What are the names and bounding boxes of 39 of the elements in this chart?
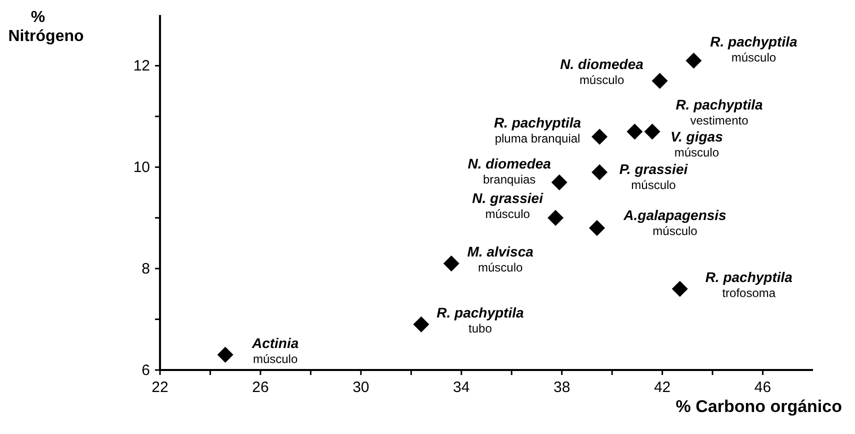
point bbox=[686, 52, 702, 69]
annotation: P. grassiei músculo bbox=[619, 161, 689, 192]
x-tick-label: 22 bbox=[152, 379, 168, 396]
x-tick-label: 30 bbox=[352, 379, 370, 396]
annotation: N. grassiei músculo bbox=[472, 190, 544, 221]
point bbox=[626, 124, 643, 140]
y-tick-label: 12 bbox=[133, 58, 150, 75]
y-tick-label: 6 bbox=[142, 362, 150, 379]
point bbox=[652, 72, 668, 89]
point bbox=[217, 346, 234, 363]
y-tick-label: 8 bbox=[142, 260, 150, 278]
annotation: V. gigas músculo bbox=[670, 128, 724, 160]
x-tick-label: 34 bbox=[453, 379, 470, 396]
point bbox=[592, 164, 608, 180]
x-tick-label: 38 bbox=[554, 379, 570, 396]
point bbox=[672, 280, 688, 297]
point bbox=[589, 220, 606, 236]
annotation: R. pachyptila tubo bbox=[436, 304, 524, 336]
annotation: N. diomedea branquias bbox=[468, 155, 552, 186]
annotation: R. pachyptila trofosoma bbox=[705, 268, 793, 300]
annotation: A.galapagensis músculo bbox=[622, 207, 727, 238]
annotation: N. diomedea músculo bbox=[560, 56, 644, 87]
annotation: R. pachyptila músculo bbox=[710, 34, 798, 65]
x-tick-label: 46 bbox=[754, 379, 772, 396]
point bbox=[443, 256, 460, 272]
x-tick-label: 26 bbox=[252, 379, 269, 396]
annotation: M. alvisca músculo bbox=[467, 244, 534, 274]
point bbox=[644, 124, 660, 140]
annotation: R. pachyptila vestimento bbox=[676, 96, 764, 128]
annotation: Actinia músculo bbox=[250, 334, 299, 366]
x-tick-label: 42 bbox=[654, 379, 671, 396]
point bbox=[548, 210, 564, 226]
point bbox=[413, 316, 430, 332]
point bbox=[551, 174, 568, 190]
annotation: R. pachyptila pluma branquial bbox=[494, 114, 582, 146]
x-axis-title: % Carbono orgánico bbox=[676, 397, 842, 416]
y-tick-label: 10 bbox=[133, 159, 150, 176]
point bbox=[592, 128, 608, 145]
y-axis-title: % Nitrógeno bbox=[8, 9, 84, 45]
